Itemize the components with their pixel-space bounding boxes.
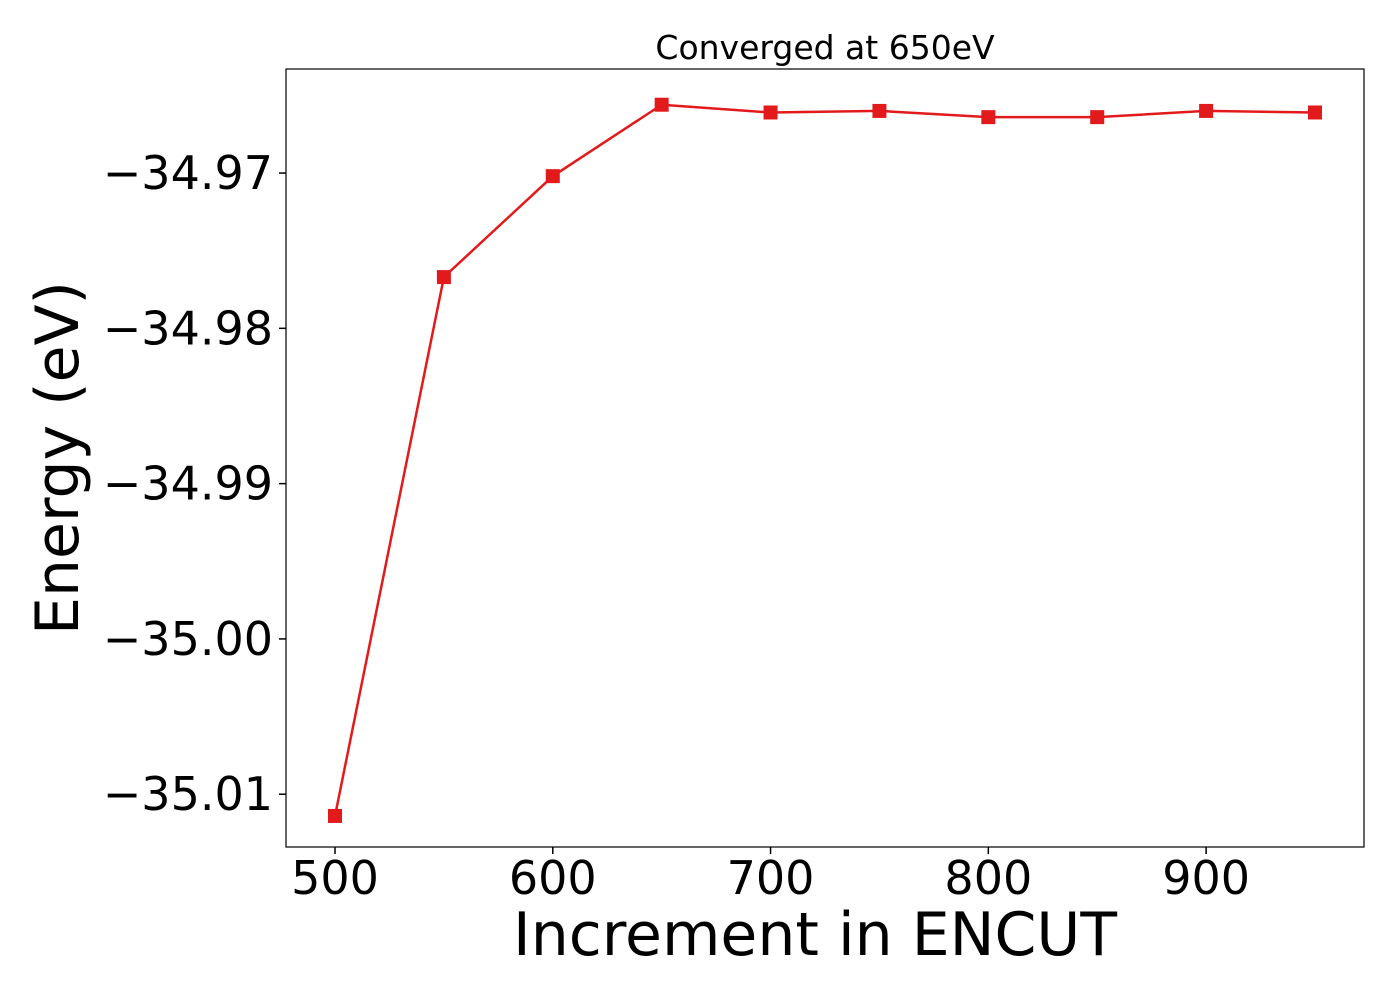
data-point <box>1090 110 1105 125</box>
series-layer <box>328 97 1322 823</box>
plot-frame <box>285 68 1365 848</box>
x-tick-label: 700 <box>727 851 815 905</box>
data-point <box>545 169 560 184</box>
x-tick-label: 900 <box>1162 851 1250 905</box>
y-tick-label: −35.01 <box>103 767 273 821</box>
chart-title: Converged at 650eV <box>655 28 995 67</box>
series-line <box>333 103 1316 817</box>
data-point <box>763 105 778 120</box>
data-point <box>872 103 887 118</box>
y-tick-label: −35.00 <box>103 612 273 666</box>
data-point <box>1308 105 1322 120</box>
y-axis-label: Energy (eV) <box>23 281 93 635</box>
data-point <box>981 110 996 125</box>
x-tick-label: 800 <box>944 851 1032 905</box>
data-point <box>436 270 451 285</box>
y-tick-label: −34.97 <box>103 146 273 200</box>
x-tick-label: 600 <box>509 851 597 905</box>
x-axis: 500 600 700 800 900 <box>291 847 1250 905</box>
data-point <box>1199 103 1214 118</box>
y-tick-label: −34.99 <box>103 457 273 511</box>
data-point <box>328 808 342 823</box>
x-tick-label: 500 <box>291 851 379 905</box>
y-tick-label: −34.98 <box>103 301 273 355</box>
data-point <box>654 97 669 112</box>
y-axis: −34.97 −34.98 −34.99 −35.00 −35.01 <box>103 146 286 821</box>
x-axis-label: Increment in ENCUT <box>513 900 1117 970</box>
